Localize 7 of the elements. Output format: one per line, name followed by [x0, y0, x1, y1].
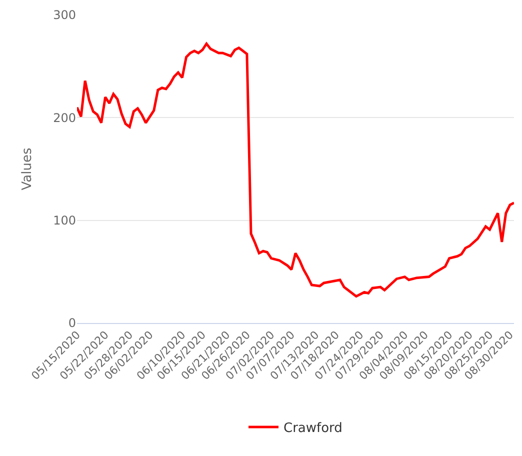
y-tick-label: 300 [53, 8, 76, 22]
y-tick-label: 0 [68, 316, 76, 330]
line-series [77, 42, 514, 298]
legend-label: Crawford [284, 421, 342, 436]
y-tick-label: 100 [53, 214, 76, 228]
y-axis-title: Values [20, 148, 36, 190]
y-tick-label: 200 [53, 110, 76, 125]
